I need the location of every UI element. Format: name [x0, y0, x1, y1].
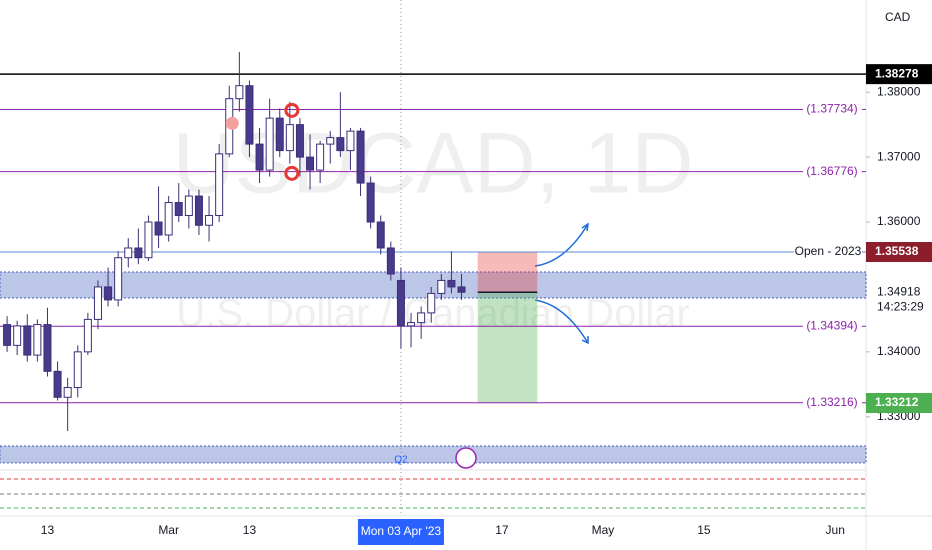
- event-icon: [455, 447, 477, 469]
- candle-body: [124, 247, 133, 259]
- up-arrow-head: [581, 222, 589, 232]
- x-tick-label: 17: [495, 523, 509, 537]
- highlight-tick-bg: [357, 519, 444, 545]
- candle-body: [205, 215, 214, 226]
- candle-body: [53, 370, 62, 398]
- open-level-label-bg: [794, 243, 862, 262]
- down-arrow: [534, 299, 589, 344]
- candle-body: [215, 153, 224, 217]
- currency-label: CAD: [885, 10, 911, 24]
- last-price-bg: [867, 282, 932, 317]
- open-level-tag-label: 1.35538: [875, 244, 919, 258]
- last-price-label: 1.34918: [877, 284, 921, 298]
- candle-body: [104, 286, 113, 301]
- candle-body: [447, 279, 456, 288]
- candle-body: [295, 124, 304, 158]
- y-tick-label: 1.37000: [877, 149, 921, 163]
- candle-body: [407, 322, 416, 327]
- candle-body: [386, 247, 395, 275]
- candle-body: [437, 279, 446, 294]
- marker: [284, 102, 300, 118]
- candle-body: [396, 279, 405, 327]
- countdown-label: 14:23:29: [877, 299, 924, 313]
- candle-body: [417, 312, 426, 324]
- target-tag: [866, 393, 932, 414]
- position-reward: [477, 292, 538, 404]
- event-label: Q2: [394, 455, 408, 466]
- candle-body: [23, 325, 32, 356]
- candle-body: [255, 143, 264, 171]
- open-level-label: Open - 2023: [795, 244, 862, 258]
- highlight-tick-label: Mon 03 Apr '23: [361, 524, 442, 538]
- candle-body: [93, 286, 102, 320]
- candle-body: [134, 247, 143, 259]
- candle-body: [336, 137, 345, 152]
- open-level-tag: [866, 242, 932, 263]
- x-tick-label: 13: [41, 523, 55, 537]
- candle-body: [366, 182, 375, 223]
- candle-body: [235, 85, 244, 100]
- candle-body: [114, 257, 123, 301]
- x-tick-label: Mar: [158, 523, 179, 537]
- candle-body: [174, 202, 183, 217]
- up-arrow: [534, 223, 589, 267]
- position-risk: [477, 251, 538, 293]
- candle-body: [43, 324, 52, 372]
- candle-body: [144, 221, 153, 259]
- candle-body: [13, 325, 22, 346]
- candle-body: [83, 318, 92, 353]
- candle-body: [356, 130, 365, 184]
- level-tag-label: 1.38278: [875, 66, 919, 80]
- marker: [284, 165, 300, 181]
- candle-body: [376, 221, 385, 249]
- level-label: (1.37734): [806, 102, 857, 116]
- candle-body: [427, 292, 436, 314]
- candle-body: [245, 85, 254, 145]
- candle-body: [285, 124, 294, 152]
- candle-body: [194, 195, 203, 226]
- candle-body: [457, 286, 466, 293]
- level-label: (1.34394): [806, 318, 857, 332]
- candle-body: [316, 143, 325, 171]
- candle-body: [164, 202, 173, 236]
- x-tick-label: May: [592, 523, 615, 537]
- candle-body: [346, 130, 355, 152]
- down-arrow-head: [581, 336, 589, 345]
- candle-body: [306, 156, 315, 171]
- candle-body: [265, 117, 274, 171]
- candle-body: [73, 351, 82, 389]
- marker: [225, 116, 239, 130]
- candle-body: [184, 195, 193, 217]
- level-tag: [866, 64, 932, 85]
- candle-body: [3, 324, 12, 346]
- candle-body: [275, 117, 284, 152]
- level-label: (1.33216): [806, 395, 857, 409]
- zone: [0, 445, 867, 464]
- x-tick-label: 13: [243, 523, 257, 537]
- y-tick-label: 1.38000: [877, 84, 921, 98]
- candle-body: [326, 137, 335, 145]
- y-tick-label: 1.36000: [877, 214, 921, 228]
- level-label: (1.36776): [806, 164, 857, 178]
- target-tag-label: 1.33212: [875, 395, 919, 409]
- x-tick-label: Jun: [826, 523, 845, 537]
- candle-body: [154, 221, 163, 236]
- x-tick-label: 15: [697, 523, 711, 537]
- candle-body: [33, 324, 42, 356]
- y-tick-label: 1.34000: [877, 344, 921, 358]
- candle-body: [63, 387, 72, 398]
